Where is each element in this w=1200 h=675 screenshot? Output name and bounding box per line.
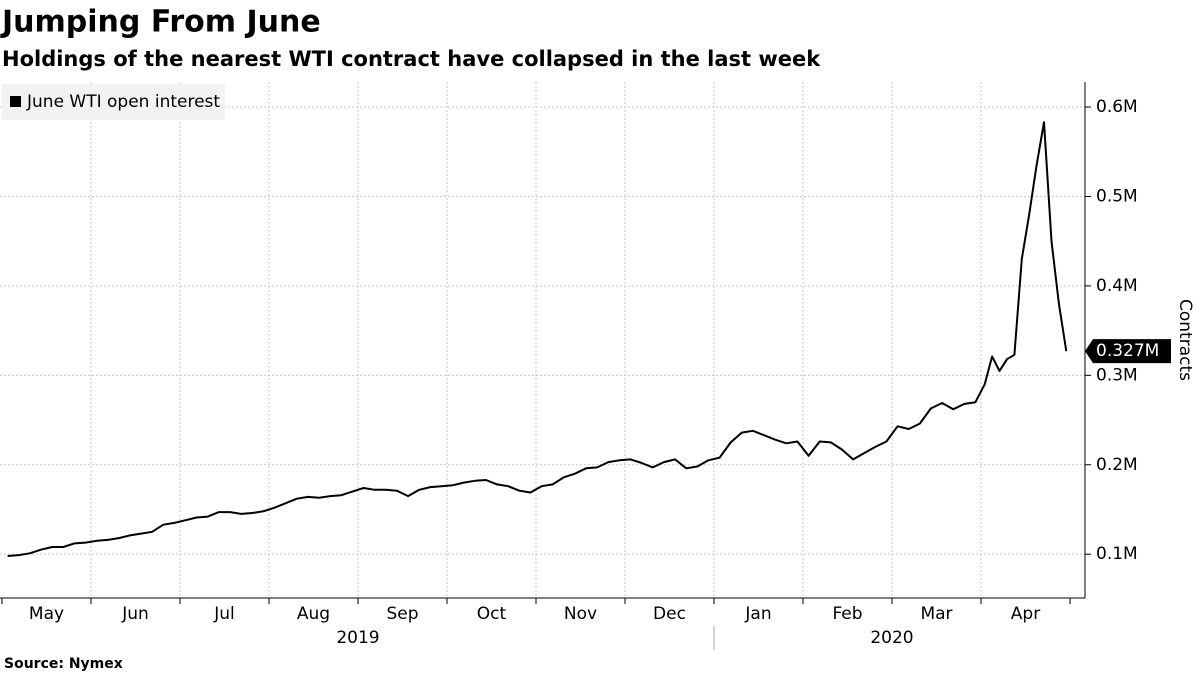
y-tick-label: 0.1M (1096, 544, 1138, 564)
x-tick-label: Dec (653, 604, 686, 624)
y-axis-label: Contracts (1175, 299, 1195, 381)
last-value-label: 0.327M (1096, 341, 1159, 361)
x-tick-label: May (29, 604, 64, 624)
x-tick-label: Nov (564, 604, 597, 624)
chart-subtitle: Holdings of the nearest WTI contract hav… (2, 47, 821, 71)
y-tick-label: 0.4M (1096, 276, 1138, 296)
last-value-box (1085, 339, 1171, 364)
legend-box (2, 84, 225, 120)
x-tick-label: Aug (297, 604, 330, 624)
chart-title: Jumping From June (0, 5, 321, 40)
x-tick-label: Jan (744, 604, 771, 624)
source: Source: Nymex (4, 656, 123, 672)
x-tick-label: Jul (213, 604, 235, 624)
year-label: 2019 (336, 628, 379, 648)
x-tick-label: Mar (920, 604, 952, 624)
x-tick-label: Sep (386, 604, 418, 624)
x-tick-label: Jun (121, 604, 149, 624)
x-tick-label: Apr (1011, 604, 1040, 624)
legend-swatch (10, 96, 21, 107)
line (7, 121, 1068, 557)
y-tick-label: 0.2M (1096, 455, 1138, 475)
last-value-tag: 0.327M (1085, 339, 1171, 364)
y-tick-label: 0.5M (1096, 186, 1138, 206)
year-label: 2020 (870, 628, 913, 648)
legend-label: June WTI open interest (26, 92, 220, 112)
y-tick-label: 0.6M (1096, 97, 1138, 117)
x-tick-label: Oct (477, 604, 507, 624)
x-tick-label: Feb (832, 604, 862, 624)
y-tick-label: 0.3M (1096, 365, 1138, 385)
